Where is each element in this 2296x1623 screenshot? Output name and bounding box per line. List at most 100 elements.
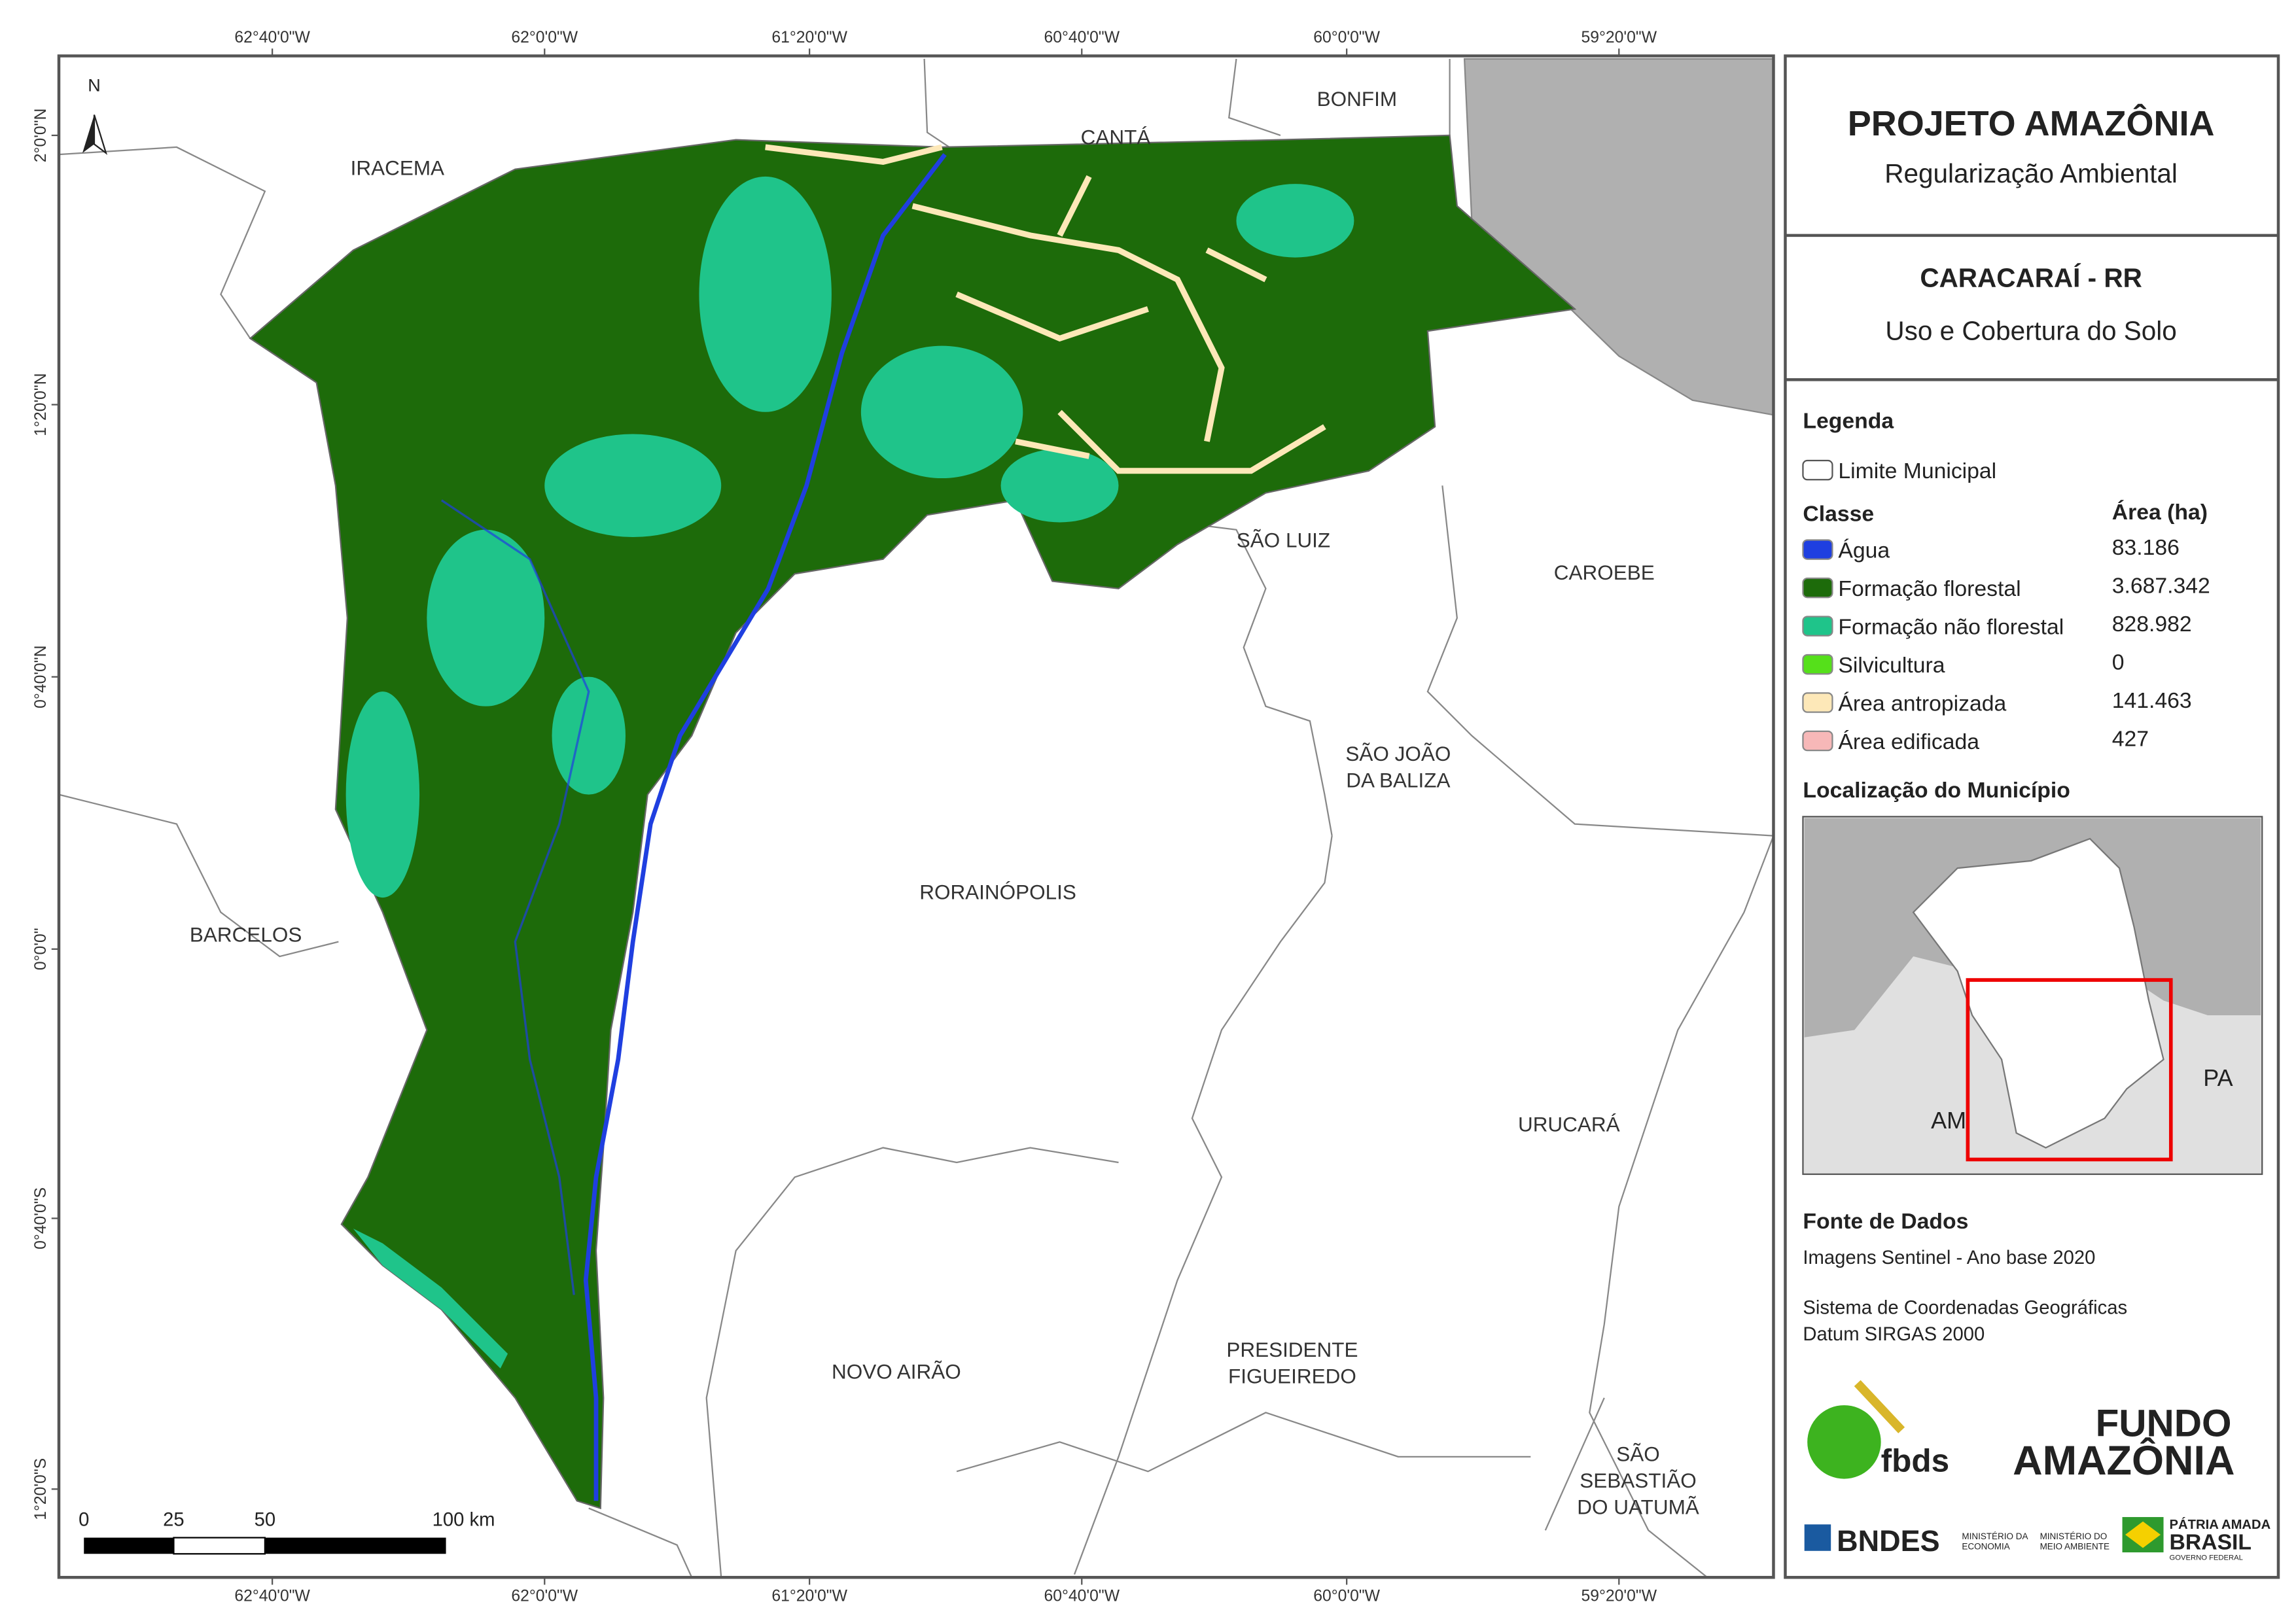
north-arrow-shape (93, 114, 108, 155)
class-area: 141.463 (2112, 688, 2192, 713)
scale-label: 25 (163, 1510, 185, 1531)
source-line: Datum SIRGAS 2000 (1803, 1324, 1985, 1345)
boundary-swatch (1802, 459, 1833, 481)
class-name: Formação florestal (1838, 576, 2021, 601)
header-title: PROJETO AMAZÔNIA (1848, 103, 2215, 143)
class-area: 0 (2112, 650, 2125, 674)
lat-tick-label: 1°20'0"S (32, 1458, 50, 1520)
logo-ministry: MINISTÉRIO DA (1962, 1531, 2028, 1541)
municipality-label: IRACEMA (351, 156, 444, 180)
inset-state (1912, 837, 2164, 1149)
lon-tick-label: 62°0'0"W (511, 29, 578, 46)
municipality-label: SEBASTIÃO (1580, 1469, 1696, 1492)
logo-mark (1854, 1380, 1905, 1433)
logo-mark (2125, 1521, 2161, 1548)
logos: fbds FUNDO AMAZÔNIA BNDES MINISTÉRIO DA … (1804, 1380, 2271, 1562)
boundary-label: Limite Municipal (1838, 459, 1996, 483)
logo-fundo: AMAZÔNIA (2013, 1437, 2234, 1484)
class-area: 3.687.342 (2112, 573, 2210, 598)
location-inset: AM PA (1802, 816, 2263, 1176)
lon-tick-label: 59°20'0"W (1581, 1587, 1657, 1605)
scale-label: 100 km (433, 1510, 495, 1531)
municipality-label: DO UATUMÃ (1577, 1495, 1699, 1519)
scale-label: 0 (79, 1510, 89, 1531)
scale-segment (264, 1537, 446, 1554)
logo-fundo: FUNDO (2096, 1402, 2232, 1444)
municipality-label: CAROEBE (1554, 561, 1655, 584)
logo-bndes: BNDES (1837, 1524, 1939, 1558)
class-name: Área edificada (1838, 729, 1979, 754)
lon-tick-label: 62°0'0"W (511, 1587, 578, 1605)
inset-label: AM (1931, 1107, 1966, 1134)
municipality-label: SÃO LUIZ (1237, 529, 1330, 552)
source-line: Imagens Sentinel - Ano base 2020 (1803, 1248, 2095, 1268)
class-name: Área antropizada (1838, 691, 2006, 716)
class-area: 427 (2112, 726, 2149, 751)
class-swatch (1802, 539, 1833, 560)
class-swatch (1802, 730, 1833, 752)
class-swatch (1802, 692, 1833, 713)
map-theme: Uso e Cobertura do Solo (1885, 316, 2176, 346)
logo-brasil: BRASIL (2170, 1530, 2252, 1555)
municipality-label: RORAINÓPOLIS (919, 880, 1076, 903)
lat-tick-label: 0°0'0" (32, 928, 50, 970)
municipality-label: URUCARÁ (1518, 1113, 1620, 1136)
river (583, 153, 947, 1501)
side-panel: PROJETO AMAZÔNIA Regularização Ambiental… (1784, 54, 2280, 1579)
north-label: N (88, 75, 101, 95)
lon-tick-label: 60°0'0"W (1313, 1587, 1380, 1605)
lat-tick-label: 2°0'0"N (32, 109, 50, 163)
municipality-label: PRESIDENTE (1226, 1338, 1358, 1361)
lon-tick-label: 60°40'0"W (1044, 29, 1120, 46)
class-swatch (1802, 616, 1833, 637)
municipality-label: SÃO (1616, 1442, 1659, 1466)
class-header: Classe (1803, 501, 1874, 526)
logo-mark (1807, 1405, 1881, 1479)
logo-ministry: MEIO AMBIENTE (2040, 1542, 2110, 1552)
logo-ministry: MINISTÉRIO DO (2040, 1531, 2108, 1541)
class-name: Silvicultura (1838, 653, 1945, 678)
municipality-label: CANTÁ (1081, 125, 1151, 148)
inset-extent (1966, 978, 2173, 1162)
municipality-label: FIGUEIREDO (1228, 1364, 1356, 1387)
scale-label: 50 (255, 1510, 276, 1531)
municipal-boundaries (58, 58, 1775, 1579)
area-header: Área (ha) (2112, 500, 2208, 525)
source-line: Sistema de Coordenadas Geográficas (1803, 1298, 2127, 1319)
logo-ministry: ECONOMIA (1962, 1542, 2009, 1552)
map-area: N (57, 54, 1775, 1579)
lon-tick-label: 62°40'0"W (234, 29, 310, 46)
municipality-labels: IRACEMA CANTÁ BONFIM SÃO LUIZ CAROEBE SÃO JOÃ… (190, 87, 1699, 1519)
legend-classes: Água 83.186 Formação florestal 3.687.342 For… (1802, 535, 2210, 754)
coordinate-ticks: 62°40'0"W 62°0'0"W 61°20'0"W 60°40'0"W 60°0'… (32, 29, 1657, 1605)
municipality-label: DA BALIZA (1346, 768, 1450, 792)
municipality-label: NOVO AIRÃO (832, 1360, 961, 1384)
logo-fbds: fbds (1881, 1442, 1949, 1478)
class-area: 828.982 (2112, 612, 2192, 637)
scale-bar (84, 1537, 446, 1555)
class-name: Água (1838, 538, 1890, 563)
inset-label: PA (2203, 1064, 2233, 1091)
scale-segment (173, 1537, 266, 1555)
lon-tick-label: 59°20'0"W (1581, 29, 1657, 46)
map-frame (57, 54, 1775, 1579)
lon-tick-label: 60°40'0"W (1044, 1587, 1120, 1605)
class-swatch (1802, 654, 1833, 675)
lat-tick-label: 0°40'0"N (32, 646, 50, 708)
location-title: Localização do Município (1803, 778, 2070, 803)
lon-tick-label: 62°40'0"W (234, 1587, 310, 1605)
class-name: Formação não florestal (1838, 614, 2064, 639)
non-forest-patches (345, 176, 1354, 1369)
municipality-label: SÃO JOÃO (1345, 742, 1451, 765)
lon-tick-label: 60°0'0"W (1313, 29, 1380, 46)
map-municipality: CARACARAÍ - RR (1920, 263, 2142, 293)
header-subtitle: Regularização Ambiental (1884, 158, 2178, 188)
logo-brasil: GOVERNO FEDERAL (2170, 1554, 2243, 1562)
class-swatch (1802, 577, 1833, 599)
lon-tick-label: 61°20'0"W (771, 1587, 847, 1605)
lat-tick-label: 1°20'0"N (32, 373, 50, 436)
class-area: 83.186 (2112, 535, 2180, 560)
municipality-label: BARCELOS (190, 923, 302, 947)
legend-title: Legenda (1803, 409, 1894, 434)
